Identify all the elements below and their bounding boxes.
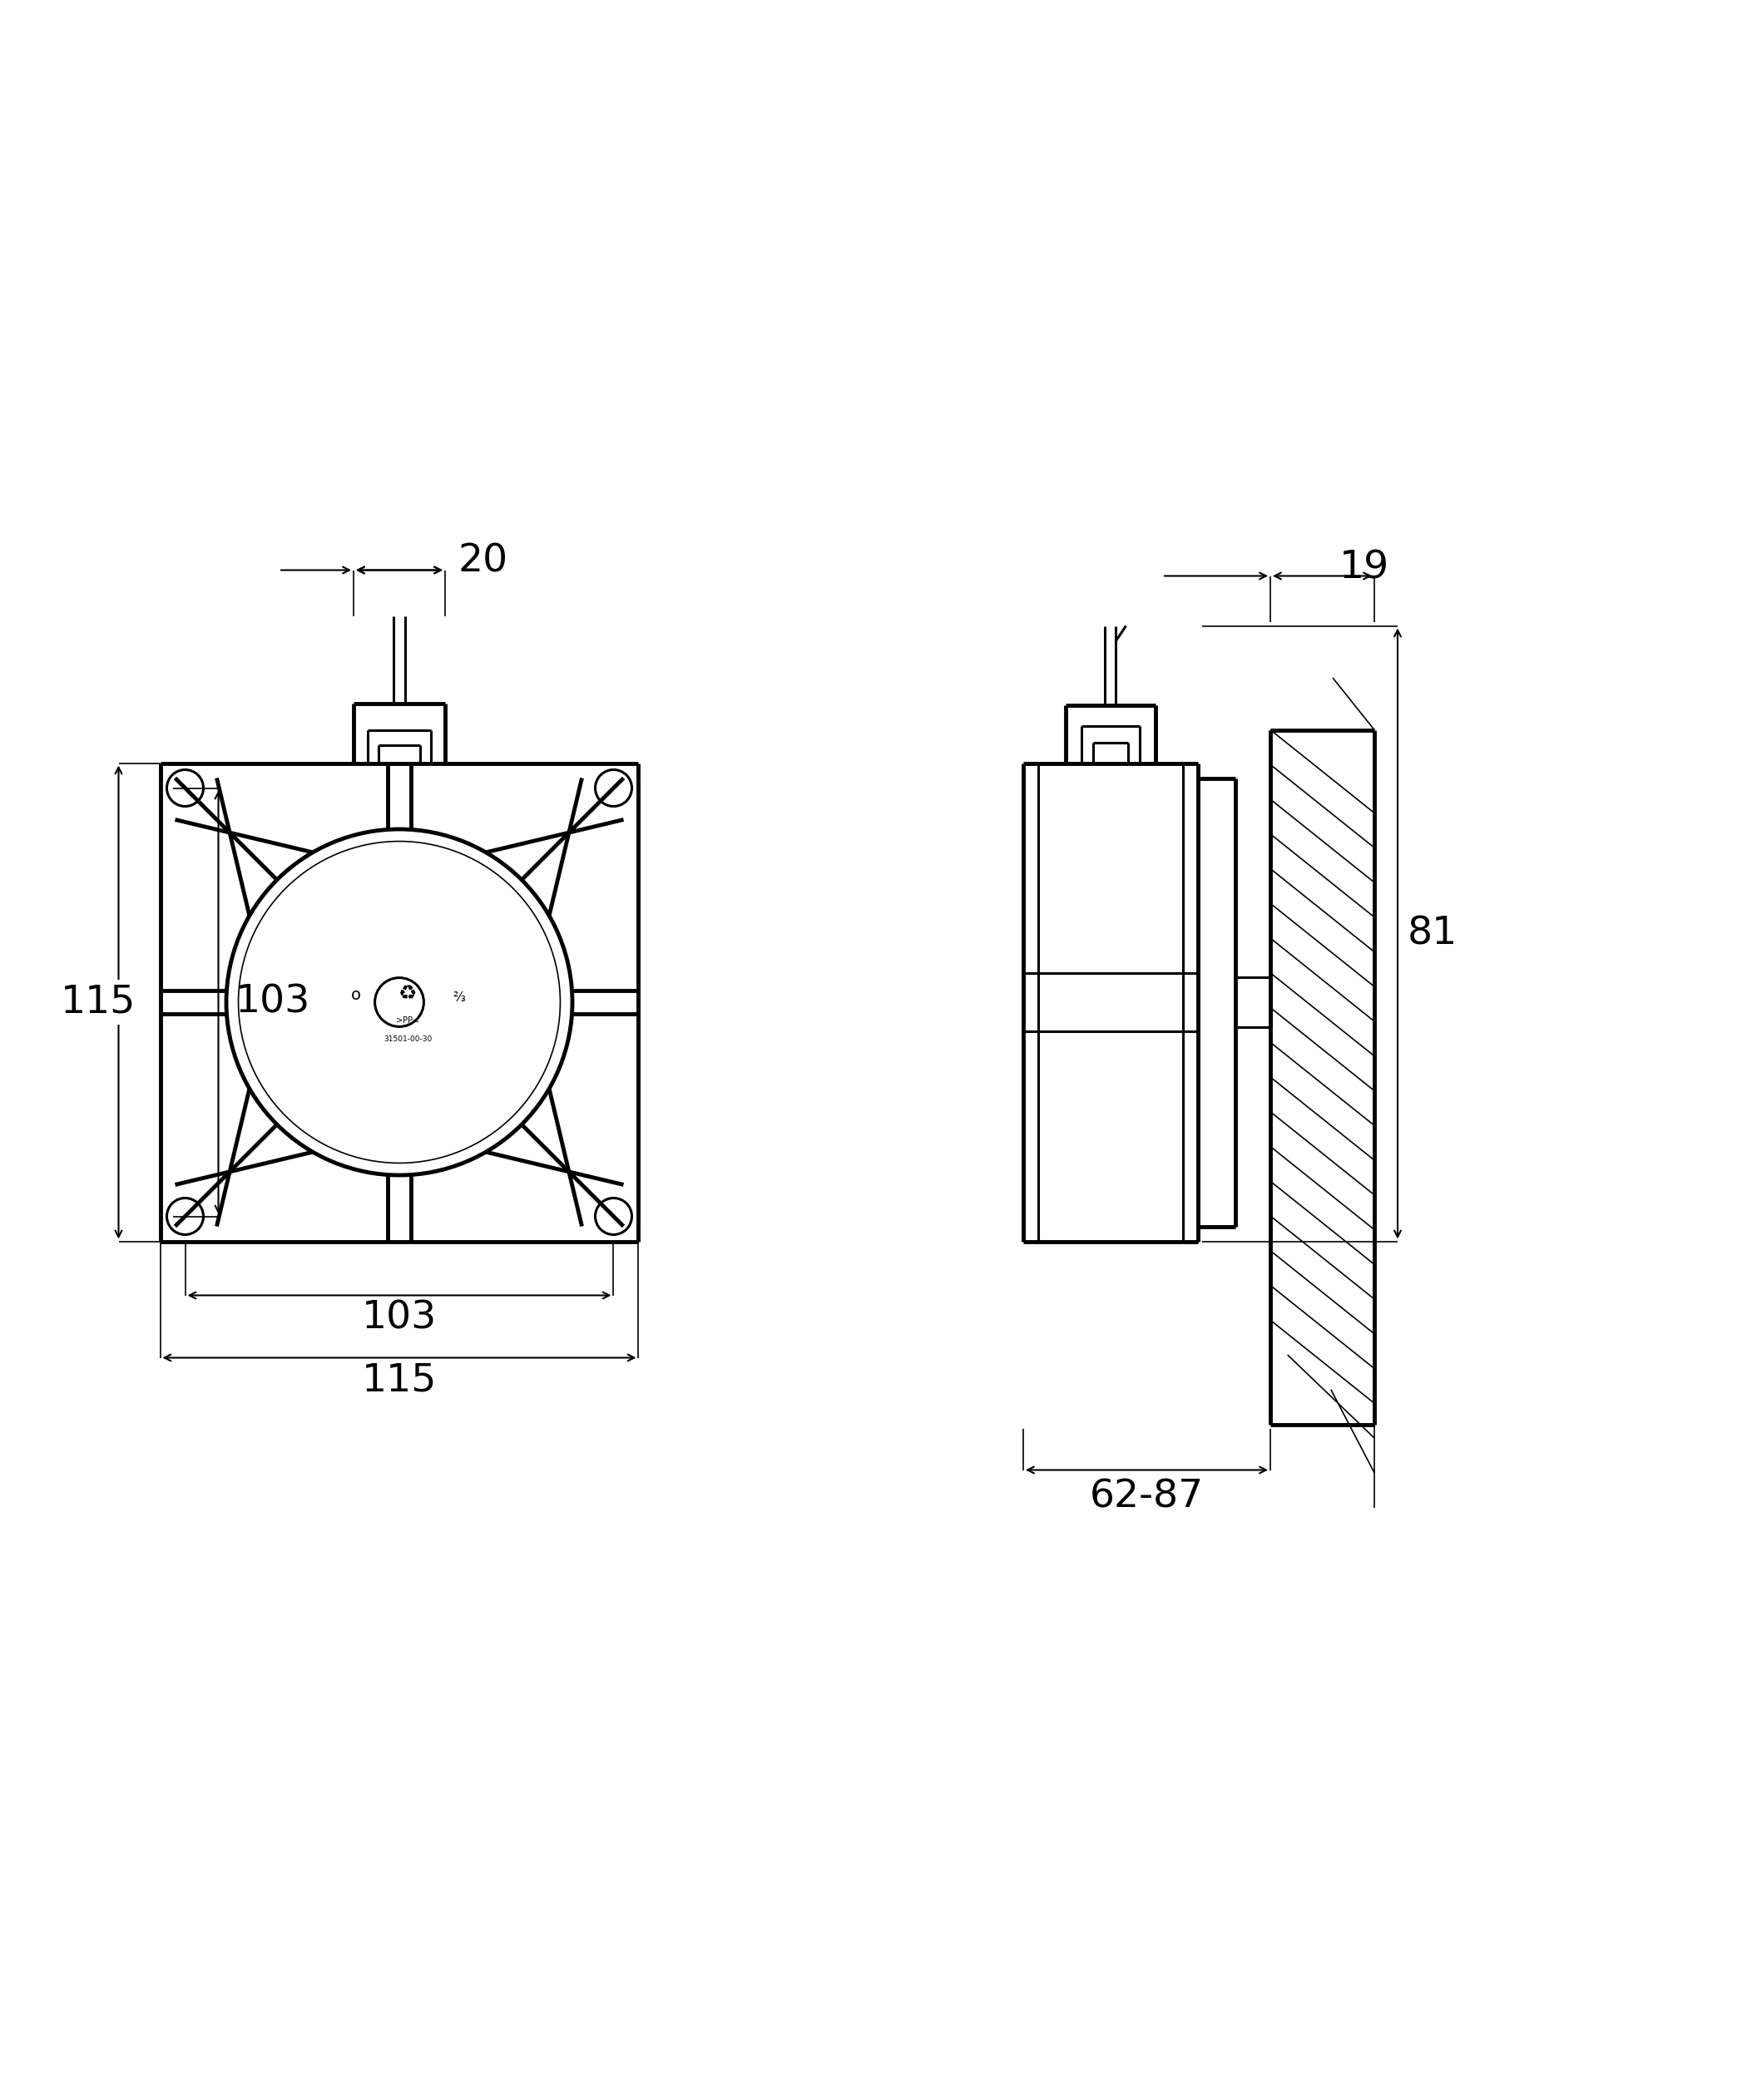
Text: 20: 20 [457, 544, 508, 580]
Text: 103: 103 [361, 1300, 436, 1338]
Circle shape [226, 830, 573, 1176]
Text: 81: 81 [1407, 916, 1458, 951]
Text: 62-87: 62-87 [1090, 1478, 1204, 1516]
Text: 103: 103 [235, 983, 310, 1021]
Text: 19: 19 [1339, 548, 1389, 586]
Circle shape [375, 979, 424, 1027]
Text: ⅔: ⅔ [454, 991, 466, 1004]
Text: o: o [350, 987, 361, 1004]
Text: 115: 115 [60, 983, 135, 1021]
Text: >PP<: >PP< [396, 1016, 419, 1025]
Text: 31501-00-30: 31501-00-30 [384, 1035, 431, 1042]
Text: 115: 115 [361, 1363, 436, 1399]
Text: ♻: ♻ [398, 985, 417, 1004]
